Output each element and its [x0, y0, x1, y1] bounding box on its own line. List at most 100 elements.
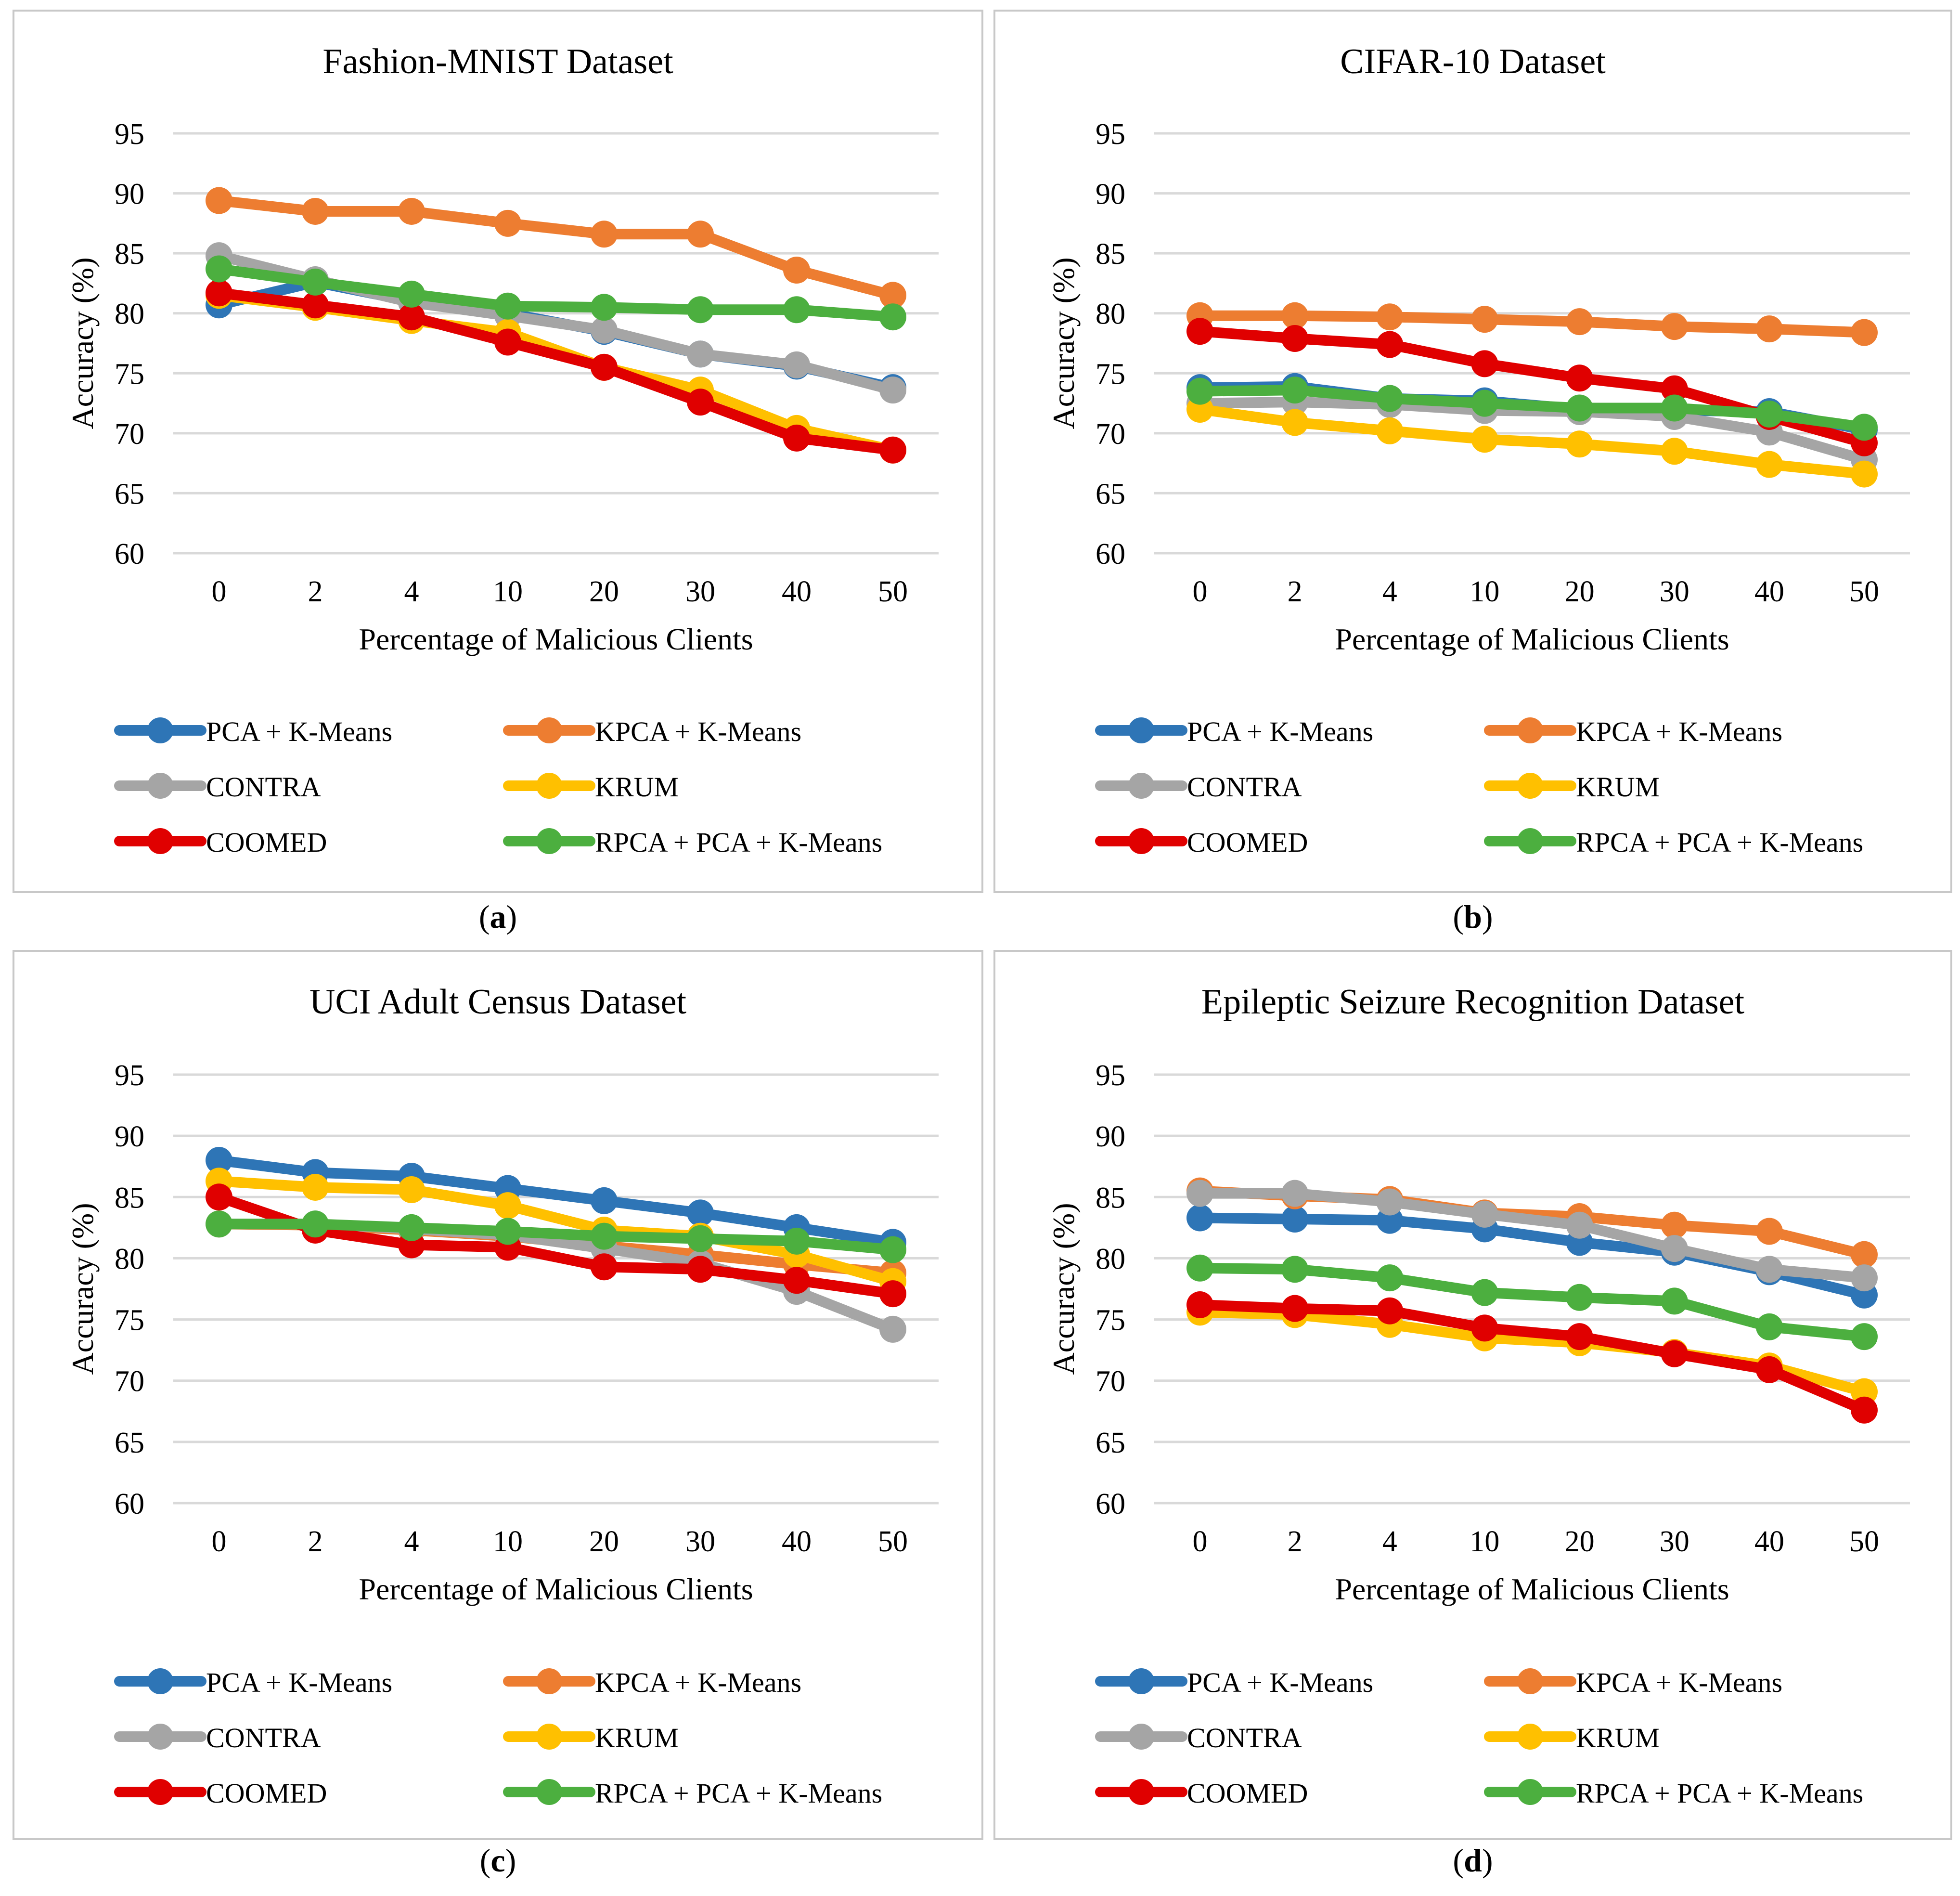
- data-point-krum-50: [1851, 460, 1878, 488]
- legend-label: KPCA + K-Means: [1576, 716, 1782, 747]
- data-point-coomed-0: [1186, 318, 1213, 345]
- data-point-rpca-pca-k-means-2: [302, 268, 329, 296]
- series-line-rpca-pca-k-means: [1195, 1262, 1870, 1342]
- y-tick-label: 75: [115, 358, 144, 390]
- legend-item-rpca-pca-k-means: RPCA + PCA + K-Means: [1484, 827, 1863, 858]
- y-tick-label: 80: [1096, 1243, 1125, 1275]
- series-line-krum: [214, 1176, 898, 1287]
- legend-item-pca-k-means: PCA + K-Means: [114, 716, 392, 747]
- series-line-krum: [1195, 404, 1870, 480]
- panel-frame: [13, 10, 983, 893]
- legend-item-pca-k-means: PCA + K-Means: [1095, 716, 1373, 747]
- y-tick-label: 65: [1096, 1427, 1125, 1459]
- panel-frame: [993, 10, 1952, 893]
- data-point-kpca-k-means-20: [1566, 308, 1593, 336]
- legend-item-rpca-pca-k-means: RPCA + PCA + K-Means: [503, 1778, 882, 1809]
- legend-label: KRUM: [1576, 1722, 1660, 1753]
- legend-swatch-marker: [1128, 717, 1154, 743]
- series-line-coomed: [214, 1192, 898, 1299]
- data-point-rpca-pca-k-means-50: [1851, 1323, 1878, 1351]
- legend-swatch-marker: [147, 717, 173, 743]
- legend-swatch-marker: [147, 1668, 173, 1694]
- data-point-rpca-pca-k-means-4: [398, 280, 425, 308]
- x-tick-label: 4: [1382, 1525, 1397, 1558]
- chart-panel-b: CIFAR-10 Dataset 60 65 70 75 80 85 90 95 0 2 4 10 20 3…: [993, 10, 1952, 893]
- legend-item-contra: CONTRA: [1095, 1722, 1302, 1753]
- series-line-contra: [1195, 1188, 1870, 1284]
- legend-label: RPCA + PCA + K-Means: [595, 827, 882, 858]
- data-point-contra-30: [1661, 1235, 1688, 1262]
- data-point-contra-50: [1851, 1264, 1878, 1292]
- data-point-rpca-pca-k-means-4: [398, 1214, 425, 1241]
- y-tick-label: 85: [1096, 1182, 1125, 1214]
- x-axis-label: Percentage of Malicious Clients: [359, 622, 753, 656]
- data-point-coomed-50: [1851, 1396, 1878, 1424]
- series-rpca-pca-k-means: [206, 1210, 906, 1263]
- y-tick-label: 95: [1096, 118, 1125, 151]
- legend-label: CONTRA: [1187, 1722, 1302, 1753]
- data-point-pca-k-means-0: [1186, 1204, 1213, 1232]
- legend-item-kpca-k-means: KPCA + K-Means: [503, 1667, 801, 1698]
- data-point-coomed-2: [1281, 325, 1309, 352]
- series-kpca-k-means: [206, 187, 906, 309]
- y-tick-label: 85: [115, 238, 144, 271]
- series-krum: [1186, 396, 1878, 488]
- x-tick-label: 4: [404, 575, 419, 608]
- data-point-kpca-k-means-30: [687, 221, 714, 248]
- y-tick-label: 75: [115, 1304, 144, 1337]
- legend-item-rpca-pca-k-means: RPCA + PCA + K-Means: [503, 827, 882, 858]
- data-point-rpca-pca-k-means-0: [1186, 377, 1213, 405]
- legend-item-krum: KRUM: [503, 771, 679, 803]
- data-point-contra-30: [687, 340, 714, 368]
- panel-frame: [993, 950, 1952, 1840]
- data-point-rpca-pca-k-means-30: [1661, 394, 1688, 422]
- data-point-coomed-0: [1186, 1291, 1213, 1319]
- data-point-kpca-k-means-40: [1755, 1218, 1783, 1245]
- data-point-kpca-k-means-50: [1851, 319, 1878, 346]
- legend-label: CONTRA: [206, 771, 321, 803]
- legend-swatch-marker: [536, 717, 562, 743]
- x-tick-label: 40: [782, 575, 812, 608]
- data-point-rpca-pca-k-means-30: [1661, 1287, 1688, 1315]
- series-line-rpca-pca-k-means: [214, 263, 898, 323]
- legend-swatch-marker: [1128, 828, 1154, 854]
- legend-swatch-marker: [1517, 1668, 1543, 1694]
- data-point-kpca-k-means-0: [206, 187, 232, 214]
- y-tick-label: 95: [115, 1059, 144, 1092]
- legend-item-pca-k-means: PCA + K-Means: [114, 1667, 392, 1698]
- data-point-kpca-k-means-2: [1281, 302, 1309, 329]
- legend-label: PCA + K-Means: [206, 1667, 392, 1698]
- x-tick-label: 2: [1288, 1525, 1302, 1558]
- data-point-coomed-30: [1661, 1340, 1688, 1367]
- y-tick-label: 75: [1096, 1304, 1125, 1337]
- data-point-coomed-20: [1566, 1323, 1593, 1351]
- data-point-rpca-pca-k-means-50: [879, 1236, 906, 1263]
- data-point-rpca-pca-k-means-20: [591, 294, 618, 321]
- data-point-krum-10: [494, 1192, 521, 1220]
- series-rpca-pca-k-means: [206, 255, 906, 331]
- legend-swatch-marker: [1128, 1724, 1154, 1750]
- x-tick-label: 20: [1565, 1525, 1595, 1558]
- legend-item-kpca-k-means: KPCA + K-Means: [1484, 716, 1782, 747]
- series-line-rpca-pca-k-means: [1195, 385, 1870, 433]
- x-tick-label: 0: [1193, 1525, 1208, 1558]
- x-tick-label: 40: [782, 1525, 812, 1558]
- y-axis-label: Accuracy (%): [65, 1203, 100, 1375]
- data-point-contra-20: [591, 316, 618, 344]
- series-line-pca-k-means: [214, 1155, 898, 1248]
- chart-title: Fashion-MNIST Dataset: [322, 42, 673, 81]
- x-tick-label: 40: [1754, 1525, 1784, 1558]
- legend-swatch-marker: [1128, 773, 1154, 799]
- series-rpca-pca-k-means: [1186, 1254, 1878, 1351]
- data-point-contra-50: [879, 1315, 906, 1343]
- data-point-rpca-pca-k-means-20: [1566, 394, 1593, 422]
- data-point-pca-k-means-2: [1281, 1206, 1309, 1233]
- legend-label: KRUM: [595, 771, 679, 803]
- data-point-kpca-k-means-10: [494, 209, 521, 237]
- data-point-rpca-pca-k-means-0: [206, 255, 232, 283]
- data-point-contra-20: [1566, 1211, 1593, 1239]
- panel-caption-letter: d: [1464, 1842, 1482, 1879]
- legend-label: COOMED: [206, 827, 327, 858]
- legend-item-coomed: COOMED: [114, 1778, 327, 1809]
- data-point-rpca-pca-k-means-10: [1471, 1279, 1498, 1306]
